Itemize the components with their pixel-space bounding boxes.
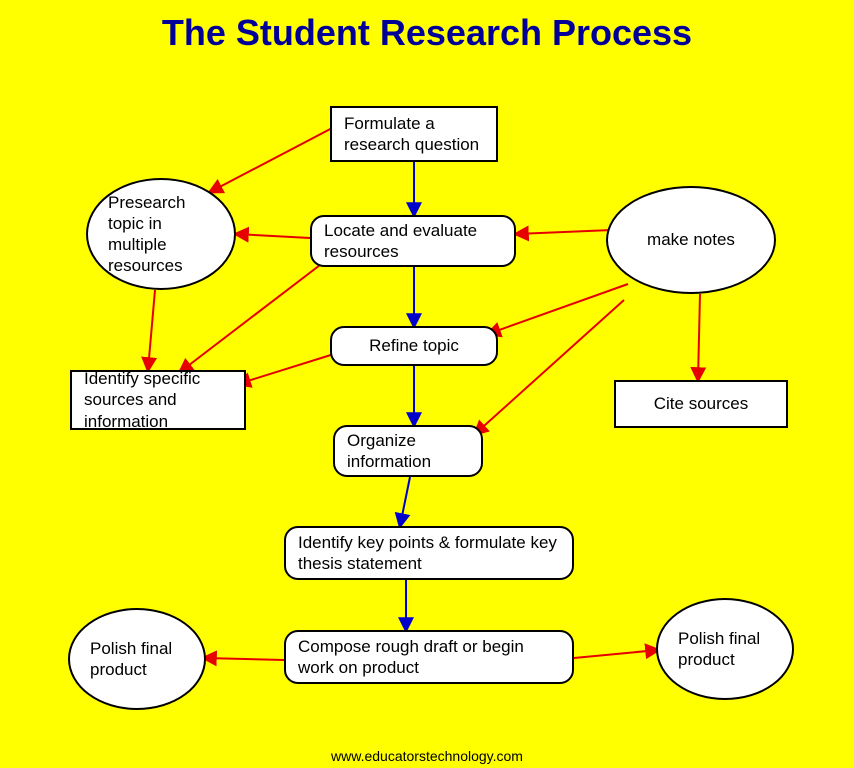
footer-text: www.educatorstechnology.com <box>0 748 854 764</box>
diagram-canvas: The Student Research Process Formulate a… <box>0 0 854 768</box>
node-identifysrc: Identify specific sources and informatio… <box>70 370 246 430</box>
edge-10 <box>488 284 628 334</box>
edge-15 <box>574 650 658 658</box>
edge-8 <box>148 290 155 370</box>
node-formulate: Formulate a research question <box>330 106 498 162</box>
edge-13 <box>238 354 334 384</box>
edge-3 <box>400 477 410 526</box>
node-label: Identify key points & formulate key thes… <box>298 532 560 575</box>
node-label: Polish final product <box>90 638 184 681</box>
edge-14 <box>204 658 284 660</box>
diagram-title: The Student Research Process <box>0 12 854 54</box>
node-organize: Organize information <box>333 425 483 477</box>
node-label: Presearch topic in multiple resources <box>108 192 214 277</box>
node-citesources: Cite sources <box>614 380 788 428</box>
edge-6 <box>236 234 310 238</box>
node-label: Organize information <box>347 430 469 473</box>
node-label: Cite sources <box>654 393 748 414</box>
node-label: Formulate a research question <box>344 113 484 156</box>
edge-5 <box>210 126 336 192</box>
edge-9 <box>516 230 612 234</box>
node-label: make notes <box>647 229 735 250</box>
node-label: Compose rough draft or begin work on pro… <box>298 636 560 679</box>
node-locate: Locate and evaluate resources <box>310 215 516 267</box>
node-identifykey: Identify key points & formulate key thes… <box>284 526 574 580</box>
node-label: Refine topic <box>369 335 459 356</box>
node-polishR: Polish final product <box>656 598 794 700</box>
node-makenotes: make notes <box>606 186 776 294</box>
node-refine: Refine topic <box>330 326 498 366</box>
node-presearch: Presearch topic in multiple resources <box>86 178 236 290</box>
edge-12 <box>698 294 700 380</box>
node-compose: Compose rough draft or begin work on pro… <box>284 630 574 684</box>
node-label: Identify specific sources and informatio… <box>84 368 232 432</box>
node-label: Polish final product <box>678 628 772 671</box>
edge-11 <box>475 300 624 434</box>
node-label: Locate and evaluate resources <box>324 220 502 263</box>
node-polishL: Polish final product <box>68 608 206 710</box>
